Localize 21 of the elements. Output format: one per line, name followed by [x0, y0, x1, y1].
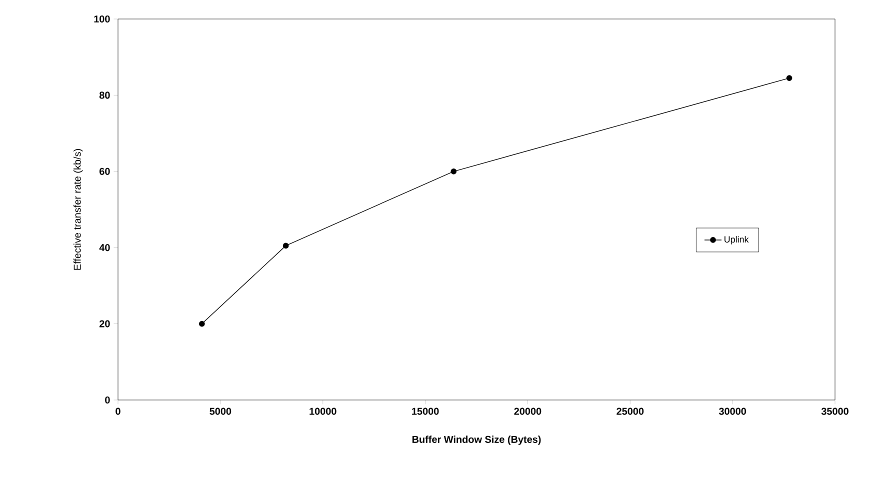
- x-tick-label: 0: [116, 408, 120, 415]
- point: [786, 75, 792, 81]
- y-tick-label: 0: [105, 396, 110, 404]
- x-tick-label: 25000: [616, 408, 644, 415]
- y-tick-label: 60: [100, 168, 110, 175]
- point: [450, 168, 457, 174]
- y-tick-label: 100: [94, 15, 110, 23]
- x-tick-label: 20000: [514, 408, 542, 415]
- x-axis-title: Buffer Window Size (Bytes): [412, 436, 541, 445]
- legend-label: Uplink: [724, 236, 749, 244]
- x-tick-label: 5000: [210, 408, 232, 415]
- x-tick-label: 15000: [412, 408, 439, 415]
- x-tick-label: 35000: [821, 408, 848, 415]
- y-tick-label: 80: [99, 92, 110, 99]
- x-tick-label: 30000: [718, 408, 746, 415]
- point: [282, 242, 289, 249]
- y-tick-label: 40: [99, 244, 110, 252]
- y-axis-title: Effective transfer rate (kb/s): [74, 149, 83, 270]
- x-tick-label: 10000: [310, 408, 336, 415]
- y-tick-label: 20: [99, 320, 110, 328]
- point: [198, 320, 205, 327]
